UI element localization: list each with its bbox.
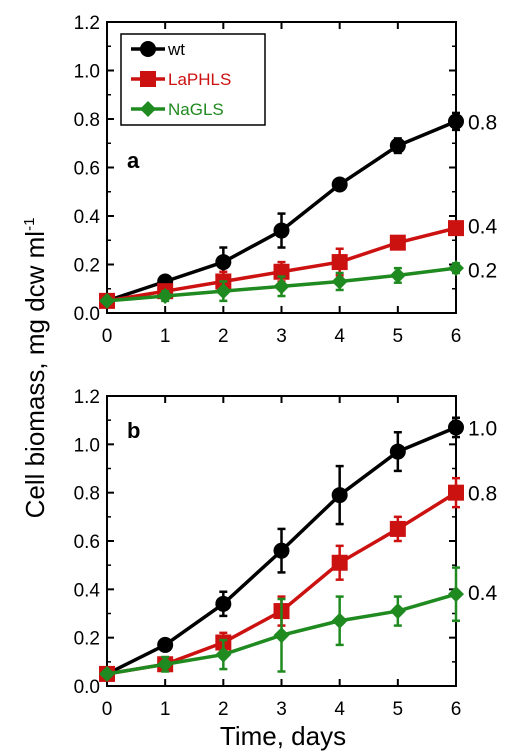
data-point-wt [389,443,406,460]
y-tick-label: 0.0 [74,677,100,698]
legend-marker-laphls [140,71,156,87]
legend-marker-nagls [140,101,156,117]
data-point-nagls [157,288,174,305]
y-axis-title: Cell biomass, mg dcw ml-1 [20,218,50,519]
x-tick-label: 1 [160,326,171,347]
y-tick-label: 0.8 [74,484,100,505]
data-point-nagls [99,292,115,309]
panel-a: 0 1 2 3 4 5 6 0.0 0.2 0.4 0.6 0.8 1.0 1.2 a 0.8 0.4 0.2 [74,13,498,347]
y-tick-label: 0.4 [74,207,101,228]
legend-label-wt: wt [167,40,185,59]
x-tick-label: 4 [334,326,345,347]
y-tick-label: 0.6 [74,159,100,180]
y-tick-label: 1.2 [74,387,100,408]
x-tick-label: 6 [451,699,462,720]
data-point-laphls [331,554,348,571]
data-point-wt [157,636,174,653]
x-tick-label: 3 [276,326,287,347]
data-point-nagls [389,267,406,284]
x-tick-label: 3 [276,699,287,720]
data-point-laphls [389,234,406,251]
data-point-nagls [448,260,464,277]
data-point-wt [448,419,464,436]
data-point-wt [273,222,290,239]
data-point-nagls [99,665,115,682]
y-tick-label: 0.0 [74,304,100,325]
x-tick-label: 1 [160,699,171,720]
data-point-laphls [448,484,464,501]
data-point-wt [215,595,232,612]
y-tick-label: 0.2 [74,256,100,277]
data-point-nagls [331,273,348,290]
data-point-laphls [389,520,406,537]
x-tick-label: 0 [102,326,113,347]
panel-label: a [127,148,140,173]
x-tick-label: 4 [334,699,345,720]
data-point-wt [448,113,464,130]
data-point-nagls [157,656,174,673]
end-value-label: 0.4 [468,216,498,239]
data-point-wt [273,542,290,559]
x-tick-label: 2 [218,326,229,347]
x-tick-label: 5 [393,326,404,347]
y-axis-title-exponent: -1 [21,218,38,231]
y-tick-label: 0.4 [74,580,101,601]
data-point-nagls [331,612,348,629]
x-tick-label: 2 [218,699,229,720]
data-point-nagls [215,283,232,300]
legend-marker-wt [140,41,156,57]
data-point-nagls [273,278,290,295]
x-tick-label: 6 [451,326,462,347]
data-point-laphls [448,220,464,237]
y-tick-label: 0.8 [74,110,100,131]
data-point-wt [331,176,348,193]
data-point-wt [389,137,406,154]
end-value-label: 0.4 [468,582,498,605]
x-tick-label: 0 [102,699,113,720]
data-point-wt [331,487,348,504]
end-value-label: 1.0 [468,417,497,440]
panel-label: b [127,418,140,443]
legend-label-nagls: NaGLS [168,100,224,119]
panel-b: 0 1 2 3 4 5 6 0.0 0.2 0.4 0.6 0.8 1.0 1.2 b 1.0 0.8 0.4 [74,387,498,720]
y-axis-title-text: Cell biomass, mg dcw ml [20,231,50,519]
data-point-wt [215,254,232,271]
legend: wt LaPHLS NaGLS [120,33,266,126]
x-tick-label: 5 [393,699,404,720]
x-axis-title: Time, days [220,721,346,751]
y-tick-label: 1.0 [74,62,100,83]
end-value-label: 0.2 [468,259,497,282]
end-value-label: 0.8 [468,483,497,506]
data-point-nagls [273,627,290,644]
legend-label-laphls: LaPHLS [168,70,231,89]
end-value-label: 0.8 [468,111,497,134]
data-point-nagls [215,646,232,663]
y-tick-label: 0.2 [74,629,100,650]
y-tick-label: 1.2 [74,13,100,34]
y-tick-label: 1.0 [74,435,100,456]
data-point-laphls [331,254,348,271]
data-point-nagls [389,603,406,620]
data-point-nagls [448,586,464,603]
y-tick-label: 0.6 [74,532,100,553]
